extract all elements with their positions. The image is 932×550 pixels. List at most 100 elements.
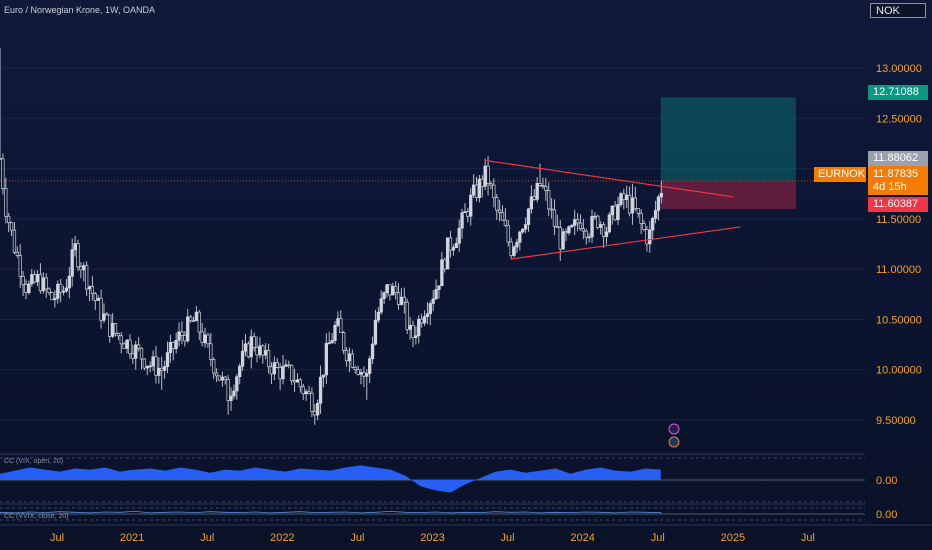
candle-body bbox=[154, 356, 158, 376]
candle-body bbox=[463, 211, 467, 214]
bar-countdown: 4d 15h bbox=[873, 181, 907, 193]
candle-body bbox=[15, 251, 19, 256]
price-axis-tick: 9.50000 bbox=[876, 415, 916, 427]
symbol-title[interactable]: Euro / Norwegian Krone, 1W, OANDA bbox=[4, 5, 156, 15]
candle-body bbox=[506, 224, 510, 243]
candle-body bbox=[492, 184, 496, 198]
candle-body bbox=[590, 215, 594, 238]
price-axis-tick: 13.00000 bbox=[876, 63, 922, 75]
candle-body bbox=[116, 332, 121, 337]
candle-body bbox=[284, 364, 288, 367]
candle-body bbox=[266, 350, 271, 368]
candle-body bbox=[431, 298, 435, 304]
candle-body bbox=[362, 372, 366, 377]
candle-body bbox=[428, 303, 432, 315]
candle-body bbox=[656, 196, 661, 211]
dividend-event-icon[interactable] bbox=[668, 423, 680, 435]
candle-body bbox=[385, 284, 389, 293]
candle-body bbox=[128, 339, 132, 355]
candle-body bbox=[648, 229, 652, 245]
candle-body bbox=[252, 336, 256, 348]
earnings-event-icon[interactable] bbox=[668, 436, 680, 448]
candle-body bbox=[203, 334, 207, 344]
candle-body bbox=[547, 190, 551, 210]
candle-body bbox=[122, 343, 126, 349]
candle-body bbox=[209, 343, 213, 360]
indicator-value: 0.00 bbox=[876, 475, 897, 487]
target-zone bbox=[660, 97, 796, 181]
candle-body bbox=[555, 225, 560, 228]
candle-body bbox=[165, 352, 170, 367]
indicator-label-vvix[interactable]: CC (VVIX, close, 20) bbox=[4, 513, 69, 520]
candle-body bbox=[50, 292, 54, 301]
candle-body bbox=[573, 219, 577, 226]
time-axis-tick: Jul bbox=[501, 532, 515, 544]
candle-body bbox=[157, 367, 161, 376]
candle-body bbox=[405, 301, 409, 330]
target-price-tag: 12.71088 bbox=[868, 85, 928, 100]
candle-body bbox=[212, 358, 216, 374]
candle-body bbox=[180, 331, 184, 336]
symbol-tag[interactable]: EURNOK bbox=[814, 167, 866, 182]
candle-body bbox=[538, 183, 542, 186]
time-axis-tick: Jul bbox=[200, 532, 214, 544]
candle-body bbox=[454, 243, 458, 248]
candle-body bbox=[7, 215, 11, 224]
candle-body bbox=[56, 283, 60, 299]
candle-body bbox=[535, 183, 539, 200]
candle-body bbox=[489, 183, 493, 186]
candle-body bbox=[255, 347, 259, 356]
indicator-label-vix[interactable]: CC (VIX, open, 20) bbox=[4, 458, 64, 465]
candle-body bbox=[445, 237, 450, 270]
candle-body bbox=[625, 194, 629, 200]
candle-body bbox=[402, 296, 406, 303]
candle-body bbox=[414, 335, 418, 338]
candle-body bbox=[391, 286, 395, 296]
candle-body bbox=[365, 373, 369, 377]
candle-body bbox=[119, 335, 123, 345]
candle-body bbox=[613, 205, 617, 221]
candle-body bbox=[53, 298, 57, 301]
candle-body bbox=[21, 276, 25, 285]
stop-price-tag: 11.60387 bbox=[868, 197, 928, 212]
candle-body bbox=[44, 277, 48, 290]
candle-body bbox=[558, 227, 562, 250]
candle-body bbox=[223, 376, 227, 380]
candle-body bbox=[70, 249, 74, 277]
candle-body bbox=[84, 265, 89, 290]
candle-body bbox=[529, 196, 534, 210]
candle-body bbox=[12, 229, 17, 253]
candle-body bbox=[113, 323, 118, 334]
candle-body bbox=[457, 227, 461, 244]
candle-body bbox=[503, 219, 508, 226]
candle-body bbox=[206, 334, 210, 345]
candle-body bbox=[417, 318, 421, 337]
candle-body bbox=[552, 209, 557, 227]
candle-body bbox=[477, 178, 482, 199]
candle-body bbox=[544, 186, 548, 191]
candle-body bbox=[214, 372, 219, 377]
candle-body bbox=[408, 324, 412, 330]
candle-body bbox=[27, 283, 31, 293]
candle-body bbox=[373, 319, 378, 345]
candle-body bbox=[226, 379, 230, 401]
candle-body bbox=[168, 341, 173, 353]
candle-body bbox=[321, 374, 326, 378]
candle-body bbox=[200, 331, 204, 344]
candle-body bbox=[645, 229, 649, 245]
candle-body bbox=[295, 379, 300, 383]
candle-body bbox=[191, 320, 196, 322]
candle-body bbox=[177, 331, 181, 341]
candle-body bbox=[310, 392, 314, 412]
time-axis-tick: Jul bbox=[651, 532, 665, 544]
time-axis-tick: 2024 bbox=[570, 532, 594, 544]
candle-body bbox=[564, 231, 568, 234]
last-price-value: 11.87835 bbox=[873, 168, 919, 180]
candle-body bbox=[653, 210, 658, 219]
currency-label[interactable]: NOK bbox=[870, 3, 926, 18]
candle-body bbox=[619, 193, 623, 205]
candle-body bbox=[659, 193, 663, 198]
candle-body bbox=[64, 287, 69, 292]
